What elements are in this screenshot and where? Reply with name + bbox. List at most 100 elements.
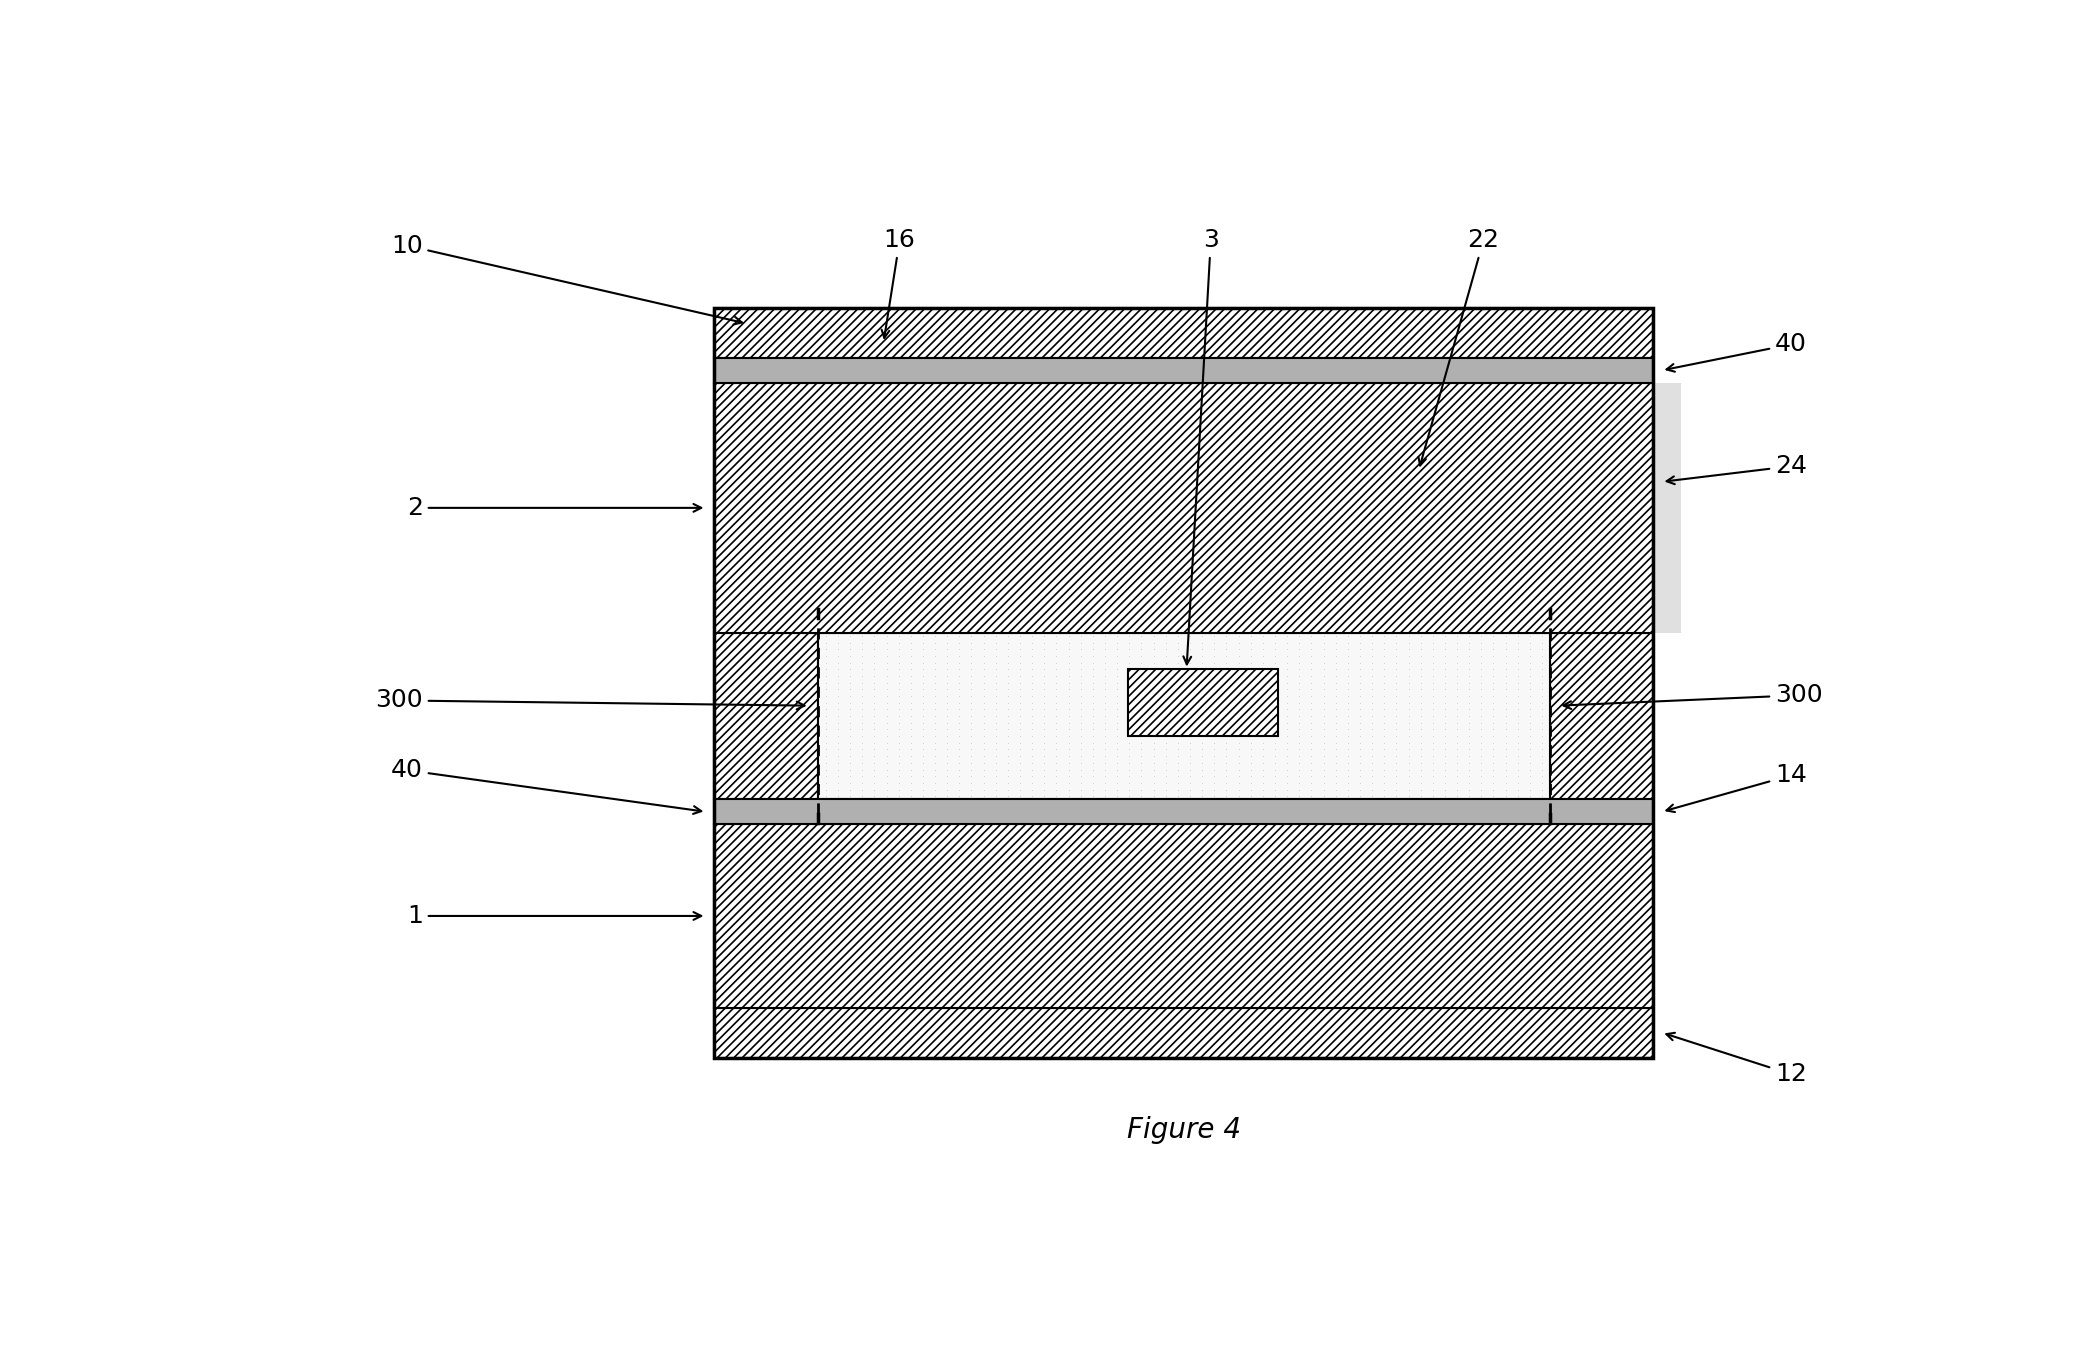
Text: 40: 40 [391,758,702,814]
Point [808,765,842,787]
Point [1088,645,1122,667]
Point [1136,772,1170,794]
Point [1197,672,1230,694]
Point [894,786,928,807]
Point [1525,725,1558,746]
Point [1525,699,1558,721]
Point [1343,779,1377,800]
Point [1053,699,1086,721]
Point [1101,758,1134,780]
Point [1197,765,1230,787]
Point [1184,706,1218,727]
Point [1391,679,1425,700]
Point [1404,725,1437,746]
Point [834,645,867,667]
Point [1502,672,1535,694]
Point [1308,738,1341,760]
Point [1028,631,1061,653]
Point [980,731,1013,753]
Point [1429,652,1462,673]
Point [1356,758,1389,780]
Point [1343,786,1377,807]
Point [1235,692,1268,714]
Point [1247,652,1281,673]
Point [1149,765,1182,787]
Point [1502,745,1535,767]
Point [1028,685,1061,707]
Point [1512,672,1546,694]
Point [1343,631,1377,653]
Point [1464,731,1498,753]
Point [1318,631,1352,653]
Point [1222,625,1255,646]
Point [1464,665,1498,687]
Point [846,731,879,753]
Point [930,672,963,694]
Point [1441,679,1475,700]
Point [846,719,879,741]
Point [1308,658,1341,680]
Point [834,725,867,746]
Point [1477,658,1510,680]
Point [1525,652,1558,673]
Point [930,719,963,741]
Point [1416,786,1450,807]
Point [1512,713,1546,734]
Point [1028,645,1061,667]
Point [1028,652,1061,673]
Bar [1128,669,1278,735]
Point [990,638,1024,660]
Point [808,699,842,721]
Point [1113,745,1147,767]
Point [894,731,928,753]
Point [1124,706,1157,727]
Point [1161,725,1195,746]
Point [1502,652,1535,673]
Point [1318,665,1352,687]
Point [1477,679,1510,700]
Point [955,719,988,741]
Point [1308,679,1341,700]
Point [1429,772,1462,794]
Point [942,672,976,694]
Point [1452,645,1485,667]
Point [1076,786,1109,807]
Text: 14: 14 [1667,764,1807,813]
Point [1003,706,1036,727]
Point [1368,638,1402,660]
Point [1174,679,1207,700]
Point [1404,731,1437,753]
Point [980,758,1013,780]
Point [1283,706,1316,727]
Point [1368,645,1402,667]
Point [1197,745,1230,767]
Point [930,652,963,673]
Point [1113,685,1147,707]
Point [1113,758,1147,780]
Point [1063,772,1097,794]
Point [1343,692,1377,714]
Point [1028,786,1061,807]
Point [1477,699,1510,721]
Point [1512,765,1546,787]
Point [1356,638,1389,660]
Point [1113,692,1147,714]
Point [1331,772,1364,794]
Point [1452,625,1485,646]
Point [821,645,854,667]
Point [1040,738,1074,760]
Point [1343,765,1377,787]
Point [1053,772,1086,794]
Point [990,786,1024,807]
Point [1124,638,1157,660]
Point [1404,672,1437,694]
Point [1015,645,1049,667]
Text: 40: 40 [1667,333,1807,372]
Point [907,772,940,794]
Point [894,752,928,773]
Point [1015,625,1049,646]
Point [1489,631,1523,653]
Point [967,725,1001,746]
Point [1318,645,1352,667]
Point [1076,731,1109,753]
